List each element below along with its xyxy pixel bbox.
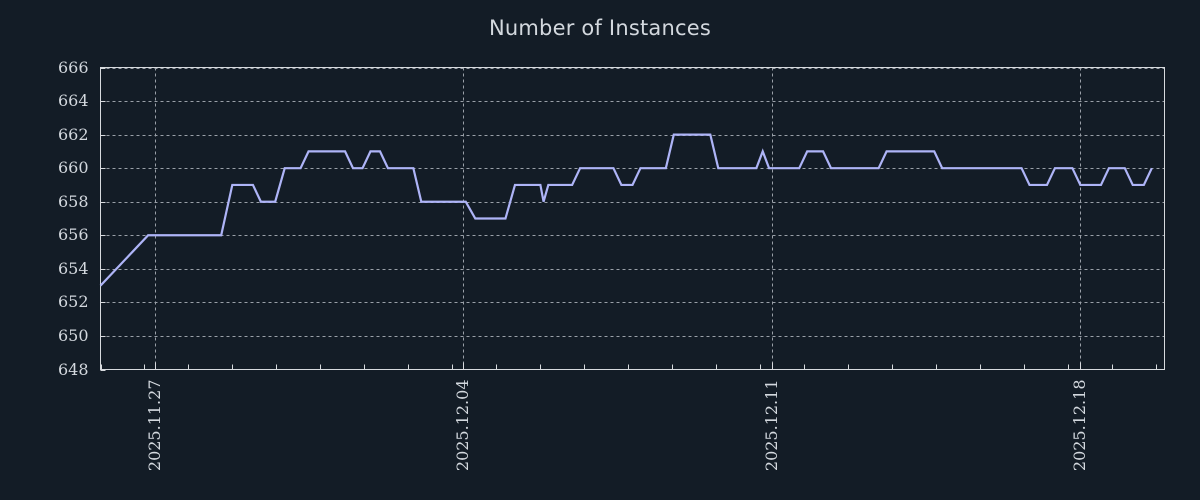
y-tick-label: 658 [58, 192, 89, 211]
x-tick-label: 2025.12.04 [453, 380, 472, 472]
y-tick-label: 662 [58, 125, 89, 144]
x-tick-label: 2025.12.11 [762, 380, 781, 472]
y-tick-label: 660 [58, 158, 89, 177]
y-tick-label: 650 [58, 326, 89, 345]
x-tick-label: 2025.11.27 [145, 380, 164, 472]
y-tick-label: 654 [58, 259, 89, 278]
plot-area-frame [99, 66, 1166, 371]
y-tick-label: 656 [58, 225, 89, 244]
y-tick-label: 664 [58, 91, 89, 110]
axis-ticks [100, 68, 1157, 371]
x-tick-label: 2025.12.18 [1070, 380, 1089, 472]
chart-title: Number of Instances [488, 16, 711, 40]
x-axis-tick-labels: 2025.11.27 2025.12.04 2025.12.11 2025.12.18 [145, 380, 1089, 472]
y-tick-label: 648 [58, 360, 89, 379]
y-tick-label: 652 [58, 292, 89, 311]
series-line-number-of-instances [99, 133, 1153, 287]
y-tick-label: 666 [58, 58, 89, 77]
y-axis-tick-labels: 648 650 652 654 656 658 660 662 664 666 [58, 58, 89, 379]
grid-lines [100, 67, 1165, 370]
